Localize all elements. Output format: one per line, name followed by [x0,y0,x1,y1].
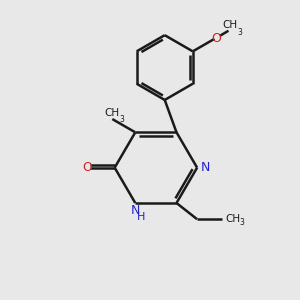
Text: O: O [82,161,92,174]
Text: O: O [211,32,221,45]
Text: H: H [137,212,146,222]
Text: CH: CH [225,214,240,224]
Text: 3: 3 [237,28,242,37]
Text: CH: CH [105,108,120,118]
Text: CH: CH [222,20,238,30]
Text: N: N [201,161,210,174]
Text: N: N [130,204,140,217]
Text: 3: 3 [119,115,124,124]
Text: 3: 3 [239,218,244,226]
